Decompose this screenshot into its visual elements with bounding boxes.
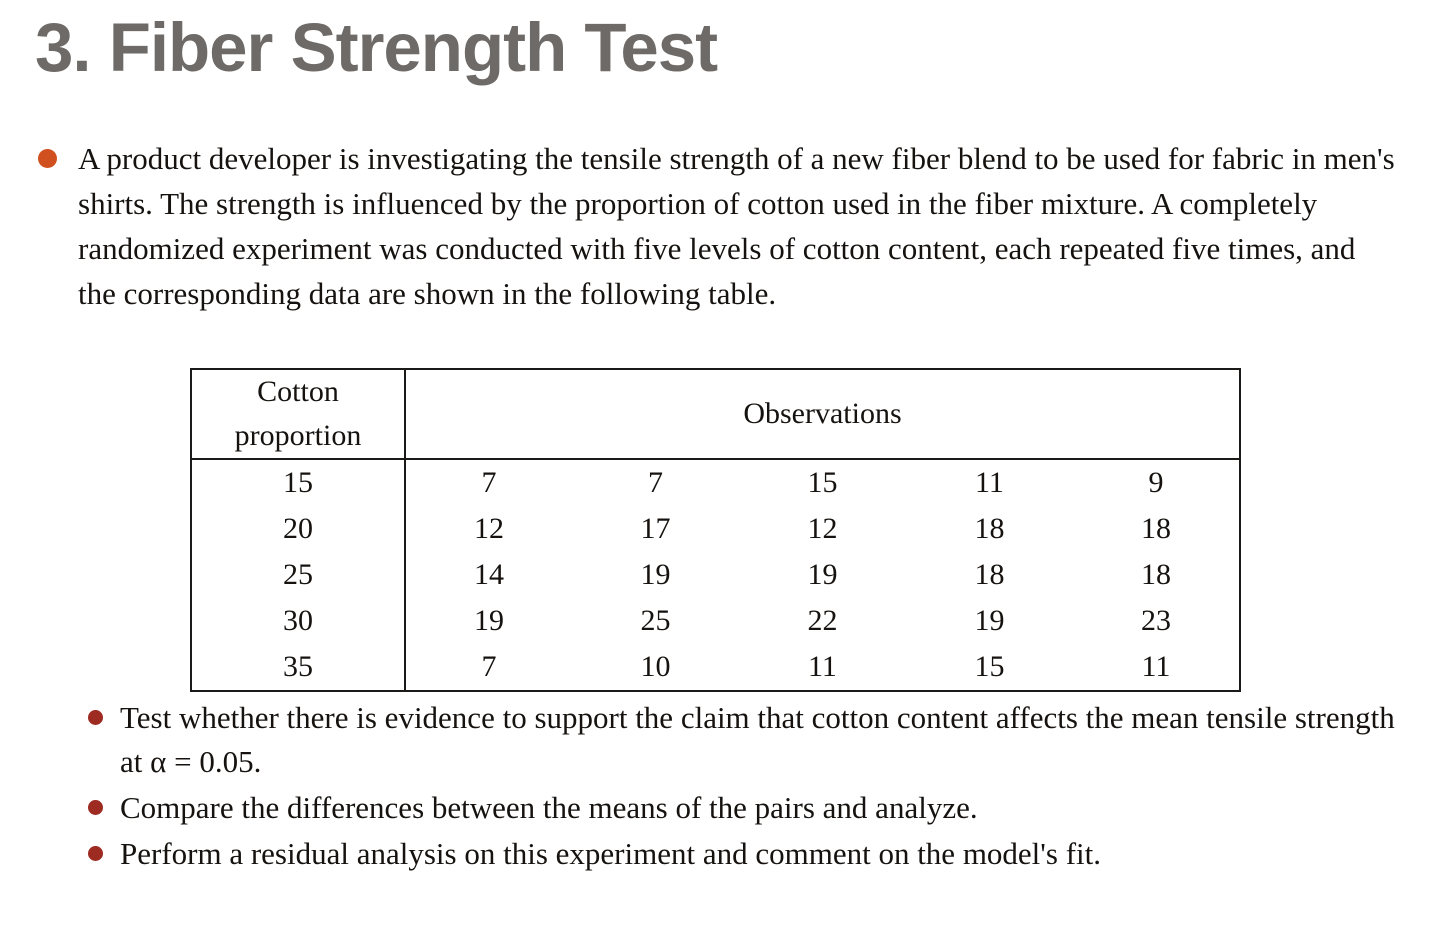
observation-cell: 19	[474, 604, 504, 637]
observation-cell: 18	[974, 512, 1005, 545]
sub-bullet-text: Compare the differences between the mean…	[120, 790, 978, 825]
observation-cell: 18	[974, 558, 1005, 591]
sub-bullet-text: Perform a residual analysis on this expe…	[120, 836, 1101, 871]
table-row: 20 12 17 12 18 18	[191, 506, 1240, 552]
observation-cell: 7	[481, 466, 497, 499]
observation-cell: 12	[807, 512, 838, 545]
page-title: 3. Fiber Strength Test	[35, 9, 718, 86]
observation-cell: 7	[481, 650, 497, 683]
observation-cell: 15	[807, 466, 838, 499]
observation-cell: 14	[474, 558, 504, 591]
list-item: Perform a residual analysis on this expe…	[88, 832, 1408, 876]
table-row: 25 14 19 19 18 18	[191, 552, 1240, 598]
column-header-cotton-proportion: Cotton proportion	[191, 369, 406, 460]
intro-paragraph: A product developer is investigating the…	[78, 141, 1395, 311]
observation-cell: 12	[474, 512, 504, 545]
observations-table: Cotton proportion Observations 15 7 7 15…	[190, 368, 1241, 692]
observation-cell: 19	[807, 558, 838, 591]
observation-cell: 11	[808, 650, 837, 683]
cotton-proportion-cell: 15	[191, 459, 406, 506]
observation-cell: 19	[640, 558, 671, 591]
observation-cell: 19	[974, 604, 1005, 637]
table-row: 30 19 25 22 19 23	[191, 598, 1240, 644]
cotton-proportion-cell: 30	[191, 598, 406, 644]
cotton-proportion-cell: 20	[191, 506, 406, 552]
observation-cell: 15	[974, 650, 1005, 683]
list-item: Compare the differences between the mean…	[88, 786, 1408, 830]
table-row: 35 7 10 11 15 11	[191, 644, 1240, 691]
table-row: 15 7 7 15 11 9	[191, 459, 1240, 506]
bullet-icon	[88, 710, 103, 725]
observation-cell: 11	[975, 466, 1004, 499]
list-item: Test whether there is evidence to suppor…	[88, 696, 1408, 784]
bullet-icon	[88, 846, 103, 861]
observation-cell: 18	[1141, 512, 1171, 545]
observation-cell: 18	[1141, 558, 1171, 591]
cotton-proportion-cell: 35	[191, 644, 406, 691]
intro-bullet-item: A product developer is investigating the…	[38, 136, 1400, 316]
column-header-observations: Observations	[405, 369, 1240, 460]
table-header-row: Cotton proportion Observations	[191, 369, 1240, 460]
bullet-icon	[88, 800, 103, 815]
observation-cell: 17	[640, 512, 671, 545]
observation-cell: 10	[640, 650, 671, 683]
observation-cell: 22	[807, 604, 838, 637]
bullet-icon	[38, 149, 57, 168]
observation-cell: 11	[1141, 650, 1171, 683]
sub-bullet-list: Test whether there is evidence to suppor…	[88, 696, 1408, 878]
observations-table-container: Cotton proportion Observations 15 7 7 15…	[190, 368, 1241, 692]
observation-cell: 9	[1148, 466, 1164, 499]
observation-cell: 25	[640, 604, 671, 637]
sub-bullet-text: Test whether there is evidence to suppor…	[120, 700, 1395, 779]
observation-cell: 23	[1141, 604, 1171, 637]
observation-cell: 7	[648, 466, 663, 499]
cotton-proportion-cell: 25	[191, 552, 406, 598]
